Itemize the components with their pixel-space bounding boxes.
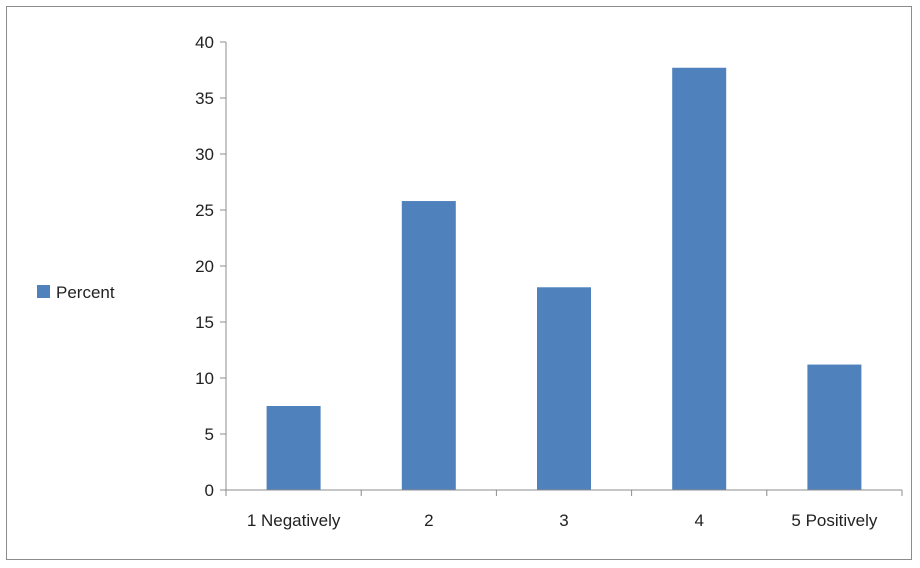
x-axis-ticks: 1 Negatively 2 3 4 5 Positively: [225, 490, 903, 530]
bar: [537, 287, 591, 490]
y-tick-label: 25: [195, 201, 214, 220]
bar: [672, 67, 727, 490]
x-tick-label: 1 Negatively: [247, 511, 341, 530]
legend: Percent: [37, 283, 115, 302]
bar: [807, 364, 862, 490]
y-tick-label: 0: [205, 481, 214, 500]
y-tick-label: 30: [195, 145, 214, 164]
bar: [266, 406, 321, 490]
y-axis-ticks: 0 5 10 15 20 25 30 35 40: [195, 33, 226, 500]
x-tick-label: 5 Positively: [791, 511, 877, 530]
legend-swatch: [37, 285, 50, 298]
y-tick-label: 40: [195, 33, 214, 52]
bar: [401, 201, 456, 491]
y-tick-label: 10: [195, 369, 214, 388]
x-tick-label: 2: [424, 511, 433, 530]
y-tick-label: 20: [195, 257, 214, 276]
x-tick-label: 3: [559, 511, 568, 530]
y-tick-label: 35: [195, 89, 214, 108]
chart-frame: [6, 6, 912, 560]
x-tick-label: 4: [694, 511, 703, 530]
bars: [266, 67, 862, 491]
legend-label: Percent: [56, 283, 115, 302]
y-tick-label: 5: [205, 425, 214, 444]
y-tick-label: 15: [195, 313, 214, 332]
